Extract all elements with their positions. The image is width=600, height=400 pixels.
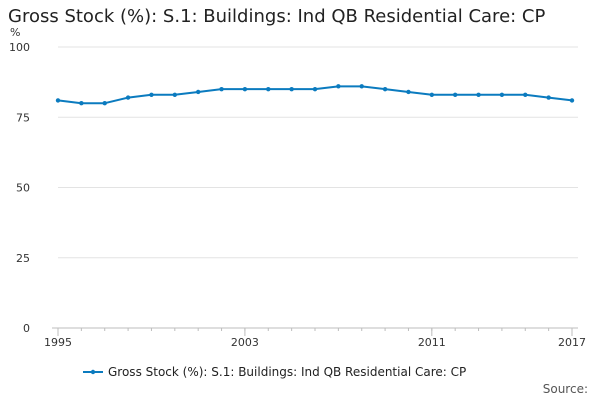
- y-axis-label: %: [10, 26, 20, 39]
- x-tick-label-2003: 2003: [231, 336, 259, 349]
- gridlines: [58, 46, 578, 259]
- data-point-2008: [359, 84, 364, 89]
- data-point-2012: [452, 92, 458, 97]
- data-point-2017: [569, 98, 575, 103]
- y-tick-label-75: 75: [16, 111, 30, 124]
- x-tick-label-1995: 1995: [44, 336, 72, 349]
- data-point-2010: [406, 89, 411, 95]
- data-point-2013: [476, 92, 481, 97]
- data-point-2011: [429, 92, 435, 97]
- data-point-1999: [149, 92, 154, 97]
- y-tick-label-50: 50: [16, 182, 30, 195]
- legend-swatch: [83, 369, 103, 375]
- data-point-1998: [125, 95, 131, 100]
- y-axis-ticks: 0 25 50 75 100: [9, 41, 30, 335]
- data-point-2009: [382, 86, 388, 92]
- legend: Gross Stock (%): S.1: Buildings: Ind QB …: [82, 365, 466, 379]
- data-point-1995: [55, 98, 61, 103]
- data-point-2015: [523, 92, 528, 97]
- source-label: Source:: [542, 382, 588, 396]
- data-point-2016: [546, 95, 551, 100]
- data-point-2001: [195, 89, 201, 95]
- data-point-2005: [289, 86, 294, 92]
- x-tick-label-2011: 2011: [418, 336, 446, 349]
- data-point-1997: [102, 101, 107, 106]
- legend-label: Gross Stock (%): S.1: Buildings: Ind QB …: [108, 365, 467, 379]
- y-tick-label-25: 25: [16, 252, 30, 265]
- data-point-2000: [172, 92, 178, 97]
- data-point-2004: [266, 86, 271, 92]
- data-point-2014: [499, 92, 505, 97]
- x-tick-label-2017: 2017: [558, 336, 586, 349]
- data-point-2002: [219, 86, 224, 92]
- y-tick-label-0: 0: [23, 322, 30, 335]
- x-axis-ticks: 1995 2003 2011 2017: [44, 328, 586, 349]
- x-axis: [52, 327, 578, 331]
- data-point-1996: [79, 101, 84, 106]
- data-point-2006: [312, 86, 318, 92]
- data-point-2003: [242, 86, 248, 92]
- series-layer: [55, 84, 575, 106]
- y-tick-label-100: 100: [9, 41, 30, 54]
- chart-title: Gross Stock (%): S.1: Buildings: Ind QB …: [8, 6, 546, 27]
- data-point-2007: [336, 84, 341, 89]
